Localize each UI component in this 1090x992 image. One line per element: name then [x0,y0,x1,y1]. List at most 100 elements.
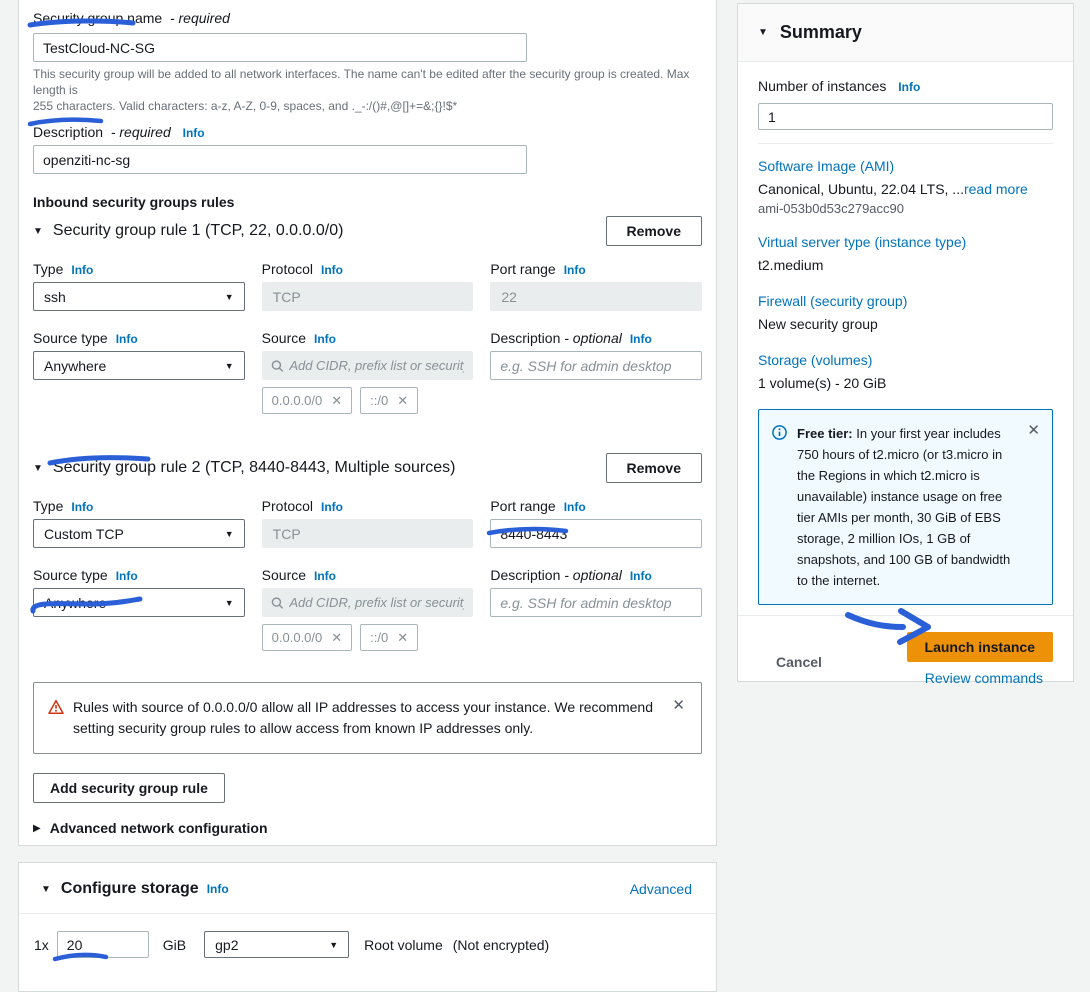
rule1-source-info-link[interactable]: Info [314,332,337,346]
rule1-header: ▼ Security group rule 1 (TCP, 22, 0.0.0.… [33,216,702,246]
rule2-type-info-link[interactable]: Info [71,500,94,514]
rule2-source-type-label: Source type [33,567,108,583]
rule2-title: Security group rule 2 (TCP, 8440-8443, M… [52,459,456,476]
cidr-token[interactable]: 0.0.0.0/0 ✕ [261,387,353,414]
sg-name-label: Security group name [33,10,163,26]
rule1-type-select[interactable]: ssh ▼ [33,282,245,311]
rule2-header: ▼ Security group rule 2 (TCP, 8440-8443,… [33,453,702,483]
rule2-protocol-label: Protocol [261,498,314,514]
rule2-port-info-link[interactable]: Info [563,500,586,514]
rule2-source-label: Source [261,567,307,583]
info-circle-icon [772,425,787,446]
rule1-desc-label: Description [490,330,561,346]
chevron-down-icon: ▼ [329,939,339,950]
description-info-link[interactable]: Info [182,126,205,140]
rule1-source-input[interactable] [289,358,465,373]
rule1-source-type-info-link[interactable]: Info [115,332,138,346]
rule2-port-label: Port range [490,498,556,514]
rule1-protocol-field: TCP [261,282,474,311]
storage-volumes-link[interactable]: Storage (volumes) [758,352,873,368]
rule2-source-type-info-link[interactable]: Info [115,569,138,583]
root-volume-label: Root volume [364,936,443,953]
remove-token-icon[interactable]: ✕ [331,629,343,645]
rule2-port-input[interactable] [490,519,702,548]
cancel-button[interactable]: Cancel [776,638,822,686]
close-icon[interactable]: ✕ [1027,422,1040,439]
description-input[interactable] [33,145,527,174]
rule1-collapse-icon[interactable]: ▼ [33,225,43,237]
rule1-desc-info-link[interactable]: Info [629,332,652,346]
summary-header[interactable]: ▼ Summary [738,4,1073,62]
cidr-token[interactable]: ::/0 ✕ [360,387,419,414]
rule1-source-type-select[interactable]: Anywhere ▼ [33,351,245,380]
instances-input[interactable] [758,103,1053,130]
storage-collapse-icon[interactable]: ▼ [41,883,51,895]
cidr-token[interactable]: ::/0 ✕ [360,624,419,651]
software-image-value: Canonical, Ubuntu, 22.04 LTS, ...read mo… [758,181,1028,197]
summary-panel: ▼ Summary Number of instances Info Softw… [737,3,1074,686]
volume-size-input[interactable] [56,931,149,958]
rule2-desc-optional: - optional [564,567,622,583]
launch-instance-button[interactable]: Launch instance [906,632,1053,662]
remove-token-icon[interactable]: ✕ [397,629,409,645]
storage-info-link[interactable]: Info [206,882,229,896]
rule1-protocol-info-link[interactable]: Info [321,263,344,277]
software-image-link[interactable]: Software Image (AMI) [758,158,895,174]
advanced-network-expander[interactable]: ▶ Advanced network configuration [33,820,702,836]
volume-unit-label: GiB [162,936,187,953]
rule1-source-tokens: 0.0.0.0/0 ✕ ::/0 ✕ [261,387,474,414]
inbound-rules-heading: Inbound security groups rules [33,194,235,210]
cidr-token[interactable]: 0.0.0.0/0 ✕ [261,624,353,651]
rule1-port-info-link[interactable]: Info [563,263,586,277]
instances-label: Number of instances [758,78,887,94]
rule2-row1-labels: Type Info Protocol Info Port range Info [33,498,702,514]
summary-divider [758,143,1053,144]
rule2-protocol-info-link[interactable]: Info [321,500,344,514]
rule1-source-field[interactable] [261,351,474,380]
remove-token-icon[interactable]: ✕ [397,392,409,408]
rule2-description-input[interactable] [490,588,702,617]
close-icon[interactable]: ✕ [672,697,685,714]
sg-name-help: This security group will be added to all… [33,67,690,113]
read-more-link[interactable]: read more [963,181,1028,197]
configure-storage-header: ▼ Configure storage Info Advanced [19,863,716,914]
rule2-type-select[interactable]: Custom TCP ▼ [33,519,245,548]
summary-title: Summary [779,22,862,42]
sg-name-input[interactable] [33,33,527,62]
server-type-link[interactable]: Virtual server type (instance type) [758,234,967,250]
summary-footer: Cancel Launch instance Review commands [738,615,1073,706]
remove-token-icon[interactable]: ✕ [331,392,343,408]
server-type-value: t2.medium [758,257,824,273]
instances-info-link[interactable]: Info [898,80,921,94]
rule1-description-input[interactable] [490,351,702,380]
free-tier-infobox: Free tier: In your first year includes 7… [758,409,1053,605]
root-volume-row: 1x GiB gp2 ▼ Root volume (Not encrypted) [19,931,716,958]
chevron-down-icon: ▼ [224,291,234,302]
network-settings-card: Security group name - required This secu… [18,0,717,846]
rule2-source-type-select[interactable]: Anywhere ▼ [33,588,245,617]
storage-advanced-link[interactable]: Advanced [629,881,692,897]
rule2-row2-labels: Source type Info Source Info Description -… [33,567,702,583]
rule2-source-input[interactable] [289,595,465,610]
firewall-link[interactable]: Firewall (security group) [758,293,908,309]
firewall-value: New security group [758,316,878,332]
rule2-source-field[interactable] [261,588,474,617]
chevron-down-icon: ▼ [224,528,234,539]
rule1-desc-optional: - optional [564,330,622,346]
rule2-desc-label: Description [490,567,561,583]
rule2-desc-info-link[interactable]: Info [629,569,652,583]
volume-type-select[interactable]: gp2 ▼ [204,931,350,958]
rule2-remove-button[interactable]: Remove [605,453,702,483]
add-security-group-rule-button[interactable]: Add security group rule [33,773,225,803]
rule1-source-label: Source [261,330,307,346]
rule2-type-label: Type [33,498,64,514]
summary-collapse-icon: ▼ [758,27,768,38]
rule1-type-info-link[interactable]: Info [71,263,94,277]
rule2-source-info-link[interactable]: Info [314,569,337,583]
rule1-port-field: 22 [490,282,702,311]
rule2-source-tokens: 0.0.0.0/0 ✕ ::/0 ✕ [261,624,474,651]
rule1-remove-button[interactable]: Remove [605,216,702,246]
rule1-row1-labels: Type Info Protocol Info Port range Info [33,261,702,277]
rule2-collapse-icon[interactable]: ▼ [33,462,43,474]
review-commands-link[interactable]: Review commands [924,670,1043,686]
